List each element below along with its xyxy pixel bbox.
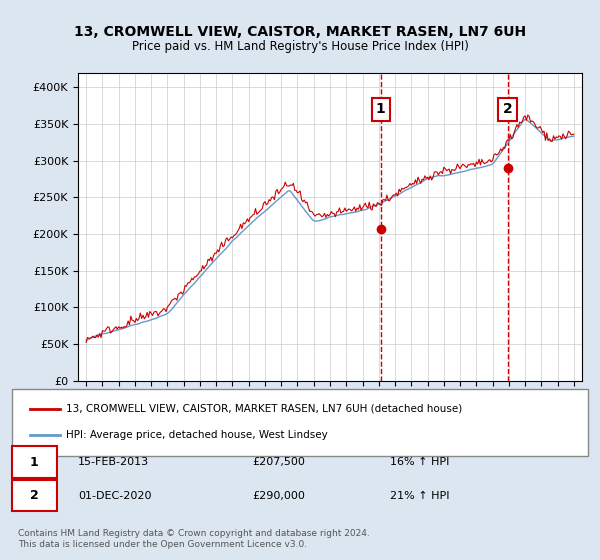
Text: 2: 2 bbox=[30, 489, 38, 502]
Text: 16% ↑ HPI: 16% ↑ HPI bbox=[390, 457, 449, 467]
Text: 2: 2 bbox=[503, 102, 512, 116]
Text: £290,000: £290,000 bbox=[252, 491, 305, 501]
Text: 1: 1 bbox=[30, 455, 38, 469]
Text: 1: 1 bbox=[376, 102, 386, 116]
Text: 15-FEB-2013: 15-FEB-2013 bbox=[78, 457, 149, 467]
Text: 21% ↑ HPI: 21% ↑ HPI bbox=[390, 491, 449, 501]
Text: 13, CROMWELL VIEW, CAISTOR, MARKET RASEN, LN7 6UH: 13, CROMWELL VIEW, CAISTOR, MARKET RASEN… bbox=[74, 25, 526, 39]
Text: £207,500: £207,500 bbox=[252, 457, 305, 467]
Text: Price paid vs. HM Land Registry's House Price Index (HPI): Price paid vs. HM Land Registry's House … bbox=[131, 40, 469, 53]
Text: 13, CROMWELL VIEW, CAISTOR, MARKET RASEN, LN7 6UH (detached house): 13, CROMWELL VIEW, CAISTOR, MARKET RASEN… bbox=[66, 404, 462, 414]
Text: HPI: Average price, detached house, West Lindsey: HPI: Average price, detached house, West… bbox=[66, 430, 328, 440]
Text: 01-DEC-2020: 01-DEC-2020 bbox=[78, 491, 151, 501]
Text: Contains HM Land Registry data © Crown copyright and database right 2024.
This d: Contains HM Land Registry data © Crown c… bbox=[18, 529, 370, 549]
